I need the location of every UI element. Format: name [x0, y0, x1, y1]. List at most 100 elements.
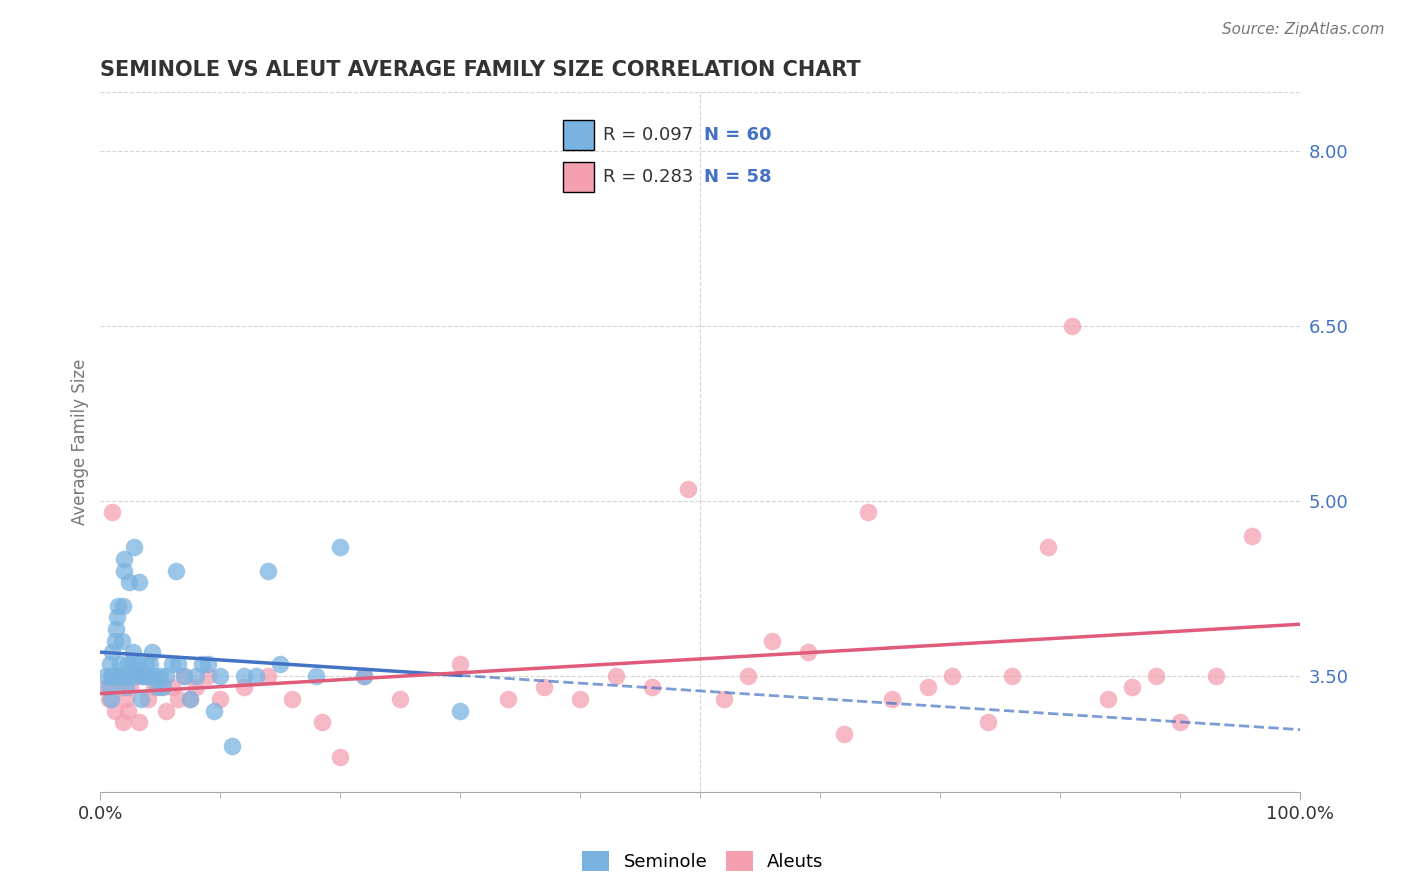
Point — [110, 668, 132, 682]
Point — [941, 668, 963, 682]
Point — [179, 692, 201, 706]
Text: SEMINOLE VS ALEUT AVERAGE FAMILY SIZE CORRELATION CHART: SEMINOLE VS ALEUT AVERAGE FAMILY SIZE CO… — [100, 60, 860, 79]
Point — [96, 668, 118, 682]
Point — [737, 668, 759, 682]
Point — [834, 727, 856, 741]
Point — [858, 505, 880, 519]
Point — [110, 680, 132, 694]
Point — [305, 668, 328, 682]
Point — [353, 668, 375, 682]
Point — [117, 657, 139, 671]
Point — [186, 668, 208, 682]
Point — [1001, 668, 1024, 682]
Point — [132, 668, 155, 682]
Point — [533, 680, 555, 694]
Text: Source: ZipAtlas.com: Source: ZipAtlas.com — [1222, 22, 1385, 37]
Point — [165, 564, 187, 578]
Point — [269, 657, 291, 671]
Point — [1062, 318, 1084, 333]
Point — [145, 680, 167, 694]
Point — [114, 692, 136, 706]
Point — [98, 657, 121, 671]
Point — [112, 599, 135, 613]
Point — [121, 645, 143, 659]
Point — [112, 564, 135, 578]
Point — [107, 668, 129, 682]
Point — [128, 575, 150, 590]
Point — [209, 668, 232, 682]
Point — [155, 668, 177, 682]
Point — [197, 657, 219, 671]
Point — [125, 668, 148, 682]
Point — [882, 692, 904, 706]
Point — [138, 657, 160, 671]
Point — [120, 668, 142, 682]
Point — [257, 564, 280, 578]
Point — [100, 668, 122, 682]
Point — [120, 680, 142, 694]
Point — [138, 668, 160, 682]
Point — [101, 645, 124, 659]
Point — [118, 575, 141, 590]
Point — [257, 668, 280, 682]
Point — [179, 692, 201, 706]
Point — [233, 680, 256, 694]
Point — [209, 692, 232, 706]
Point — [977, 715, 1000, 730]
Point — [678, 482, 700, 496]
Point — [111, 633, 134, 648]
Point — [1205, 668, 1227, 682]
Point — [1121, 680, 1143, 694]
Point — [329, 541, 352, 555]
Point — [104, 622, 127, 636]
Point — [114, 680, 136, 694]
Point — [149, 668, 172, 682]
Point — [221, 739, 243, 753]
Point — [713, 692, 735, 706]
Point — [131, 668, 153, 682]
Point — [245, 668, 267, 682]
Point — [1241, 528, 1264, 542]
Point — [97, 680, 120, 694]
Point — [122, 668, 145, 682]
Point — [104, 704, 127, 718]
Point — [141, 645, 163, 659]
Point — [107, 668, 129, 682]
Point — [641, 680, 664, 694]
Point — [449, 704, 471, 718]
Legend: Seminole, Aleuts: Seminole, Aleuts — [575, 844, 831, 879]
Point — [353, 668, 375, 682]
Point — [108, 657, 131, 671]
Point — [127, 657, 149, 671]
Point — [162, 657, 184, 671]
Point — [569, 692, 592, 706]
Point — [107, 599, 129, 613]
Point — [173, 668, 195, 682]
Point — [449, 657, 471, 671]
Point — [191, 657, 214, 671]
Point — [96, 680, 118, 694]
Point — [143, 680, 166, 694]
Point — [101, 668, 124, 682]
Point — [115, 668, 138, 682]
Point — [162, 680, 184, 694]
Point — [129, 692, 152, 706]
Point — [132, 668, 155, 682]
Point — [122, 541, 145, 555]
Point — [104, 633, 127, 648]
Point — [100, 692, 122, 706]
Point — [329, 750, 352, 764]
Point — [167, 657, 190, 671]
Point — [197, 668, 219, 682]
Point — [143, 668, 166, 682]
Point — [121, 657, 143, 671]
Point — [101, 505, 124, 519]
Point — [202, 704, 225, 718]
Point — [233, 668, 256, 682]
Point — [281, 692, 304, 706]
Point — [797, 645, 820, 659]
Point — [117, 704, 139, 718]
Point — [97, 692, 120, 706]
Point — [605, 668, 627, 682]
Point — [389, 692, 412, 706]
